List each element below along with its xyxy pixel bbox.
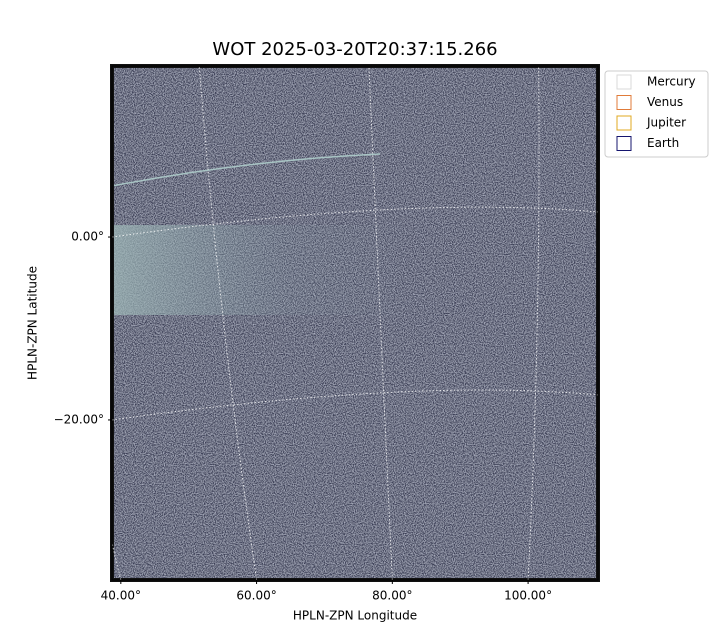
legend-swatch — [616, 74, 632, 90]
image — [110, 64, 600, 582]
y-axis-label: HPLN-ZPN Latitude — [26, 266, 40, 380]
x-axis-label: HPLN-ZPN Longitude — [293, 609, 417, 623]
y-tick-label: 0.00° — [71, 230, 104, 244]
streak — [111, 153, 381, 187]
x-tick-label: 100.00° — [504, 589, 552, 603]
legend-swatch — [616, 95, 632, 110]
image-texture — [112, 66, 598, 580]
y-tick-label: −20.00° — [54, 412, 104, 426]
grid-line — [112, 389, 598, 421]
legend-label: Earth — [647, 136, 679, 150]
x-tick-label: 40.00° — [101, 589, 141, 603]
x-tick-label: 60.00° — [236, 589, 276, 603]
chart-title: WOT 2025-03-20T20:37:15.266 — [212, 39, 497, 60]
legend-label: Jupiter — [646, 116, 686, 130]
legend-label: Mercury — [647, 75, 696, 89]
image-glow — [112, 225, 412, 315]
grid-line — [368, 66, 393, 580]
grid-line — [112, 540, 122, 580]
legend-label: Venus — [647, 95, 683, 109]
legend-swatch — [616, 115, 632, 131]
legend-swatch — [616, 136, 632, 151]
x-tick-label: 80.00° — [372, 589, 412, 603]
axes-frame — [111, 65, 599, 581]
legend — [604, 70, 709, 158]
grid-line — [112, 206, 598, 238]
grid-line — [198, 66, 258, 580]
grid-line — [527, 66, 540, 580]
